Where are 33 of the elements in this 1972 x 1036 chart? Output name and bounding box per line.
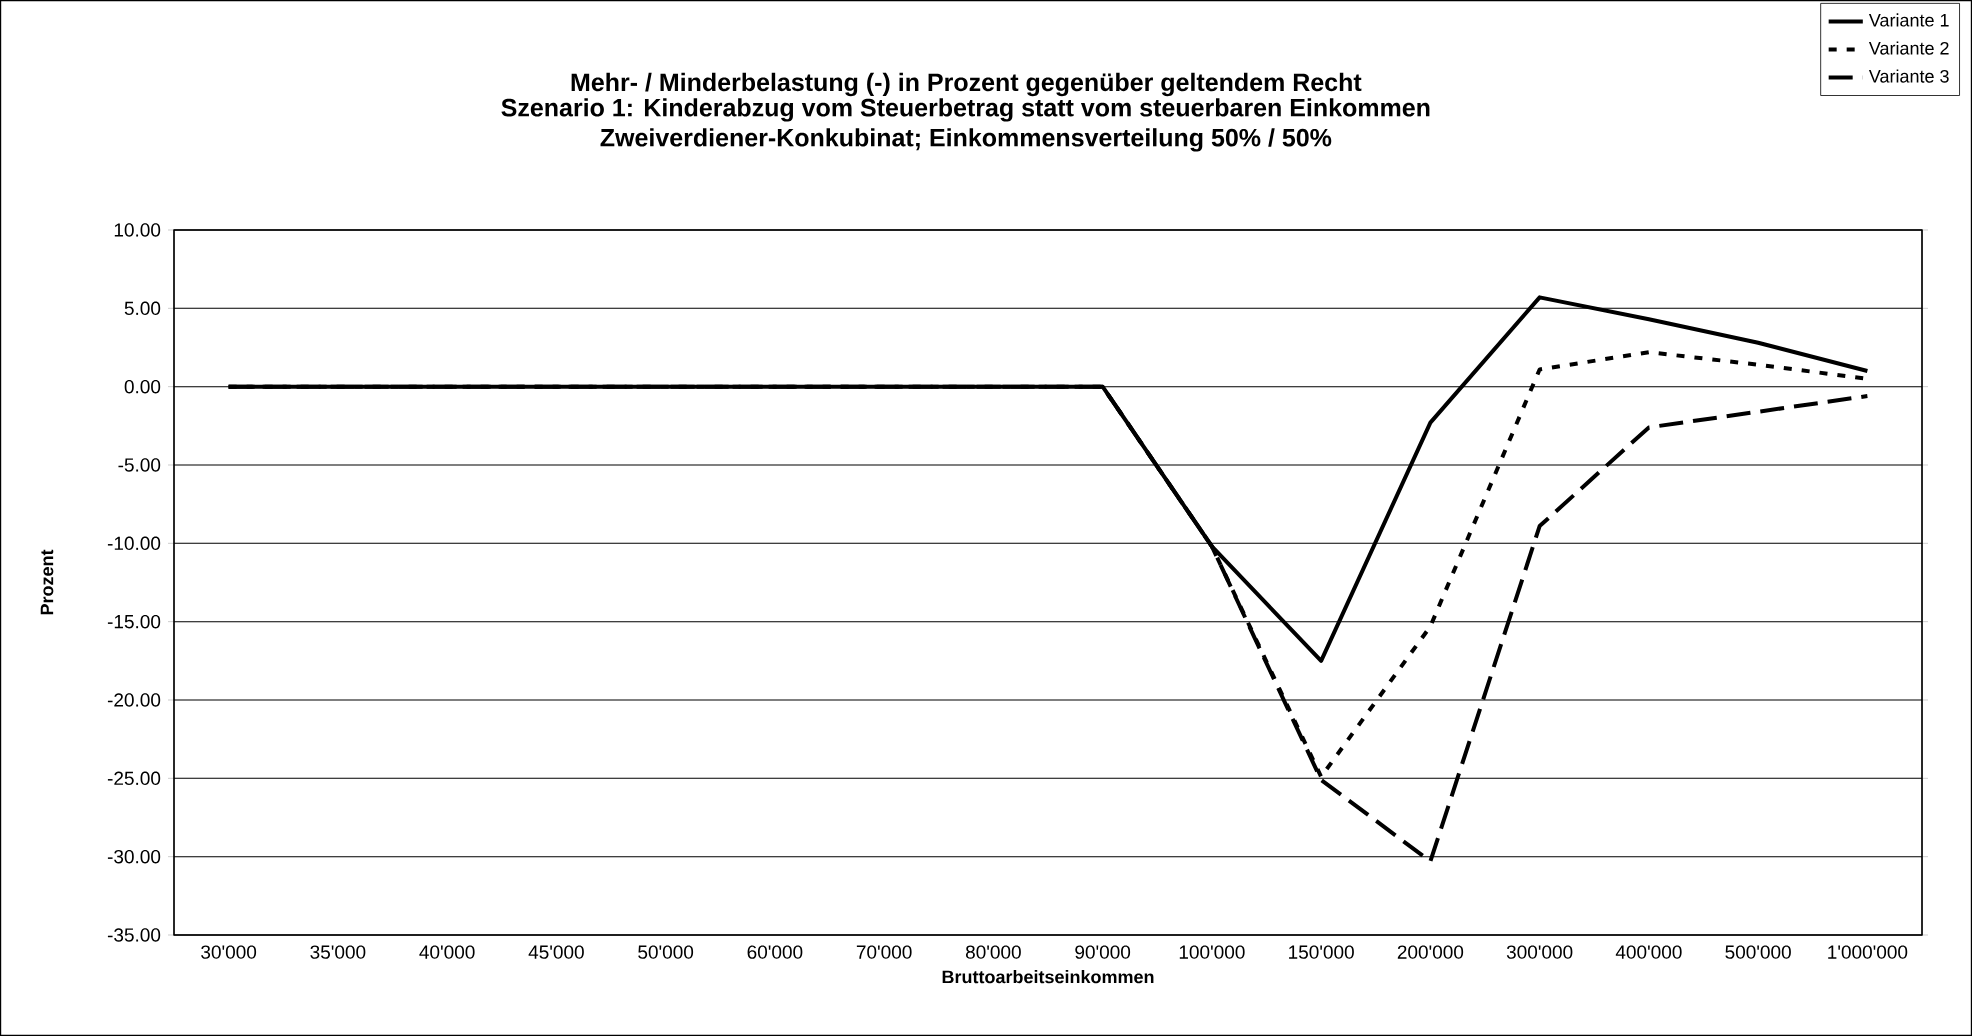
x-tick-label: 300'000	[1506, 945, 1573, 959]
y-tick-label: 0.00	[124, 379, 161, 394]
y-tick-label: -30.00	[107, 849, 161, 864]
x-tick-label: 200'000	[1397, 945, 1464, 959]
x-tick-label: 1'000'000	[1828, 945, 1908, 959]
x-tick-label: 500'000	[1725, 945, 1791, 959]
x-tick-label: 30'000	[201, 945, 257, 959]
x-tick-label: 150'000	[1289, 945, 1354, 959]
x-axis-title: Bruttoarbeitseinkommen	[942, 970, 1154, 984]
x-tick-label: 35'000	[310, 945, 366, 959]
y-tick-label: 10.00	[114, 223, 161, 237]
x-tick-label: 400'000	[1615, 945, 1682, 959]
chart-subtitle: Szenario 1: Kinderabzug vom Steuerbetrag statt vom steuerbaren Einkommen Zweiverdiener-Konkubinat; Einkommensverteilung 50% / 50%	[501, 98, 1430, 152]
y-axis-title: Prozent	[40, 549, 54, 615]
legend-label: Variante 3	[1868, 69, 1949, 83]
x-tick-label: 40'000	[419, 945, 475, 959]
x-tick-label: 45'000	[528, 945, 584, 959]
x-tick-label: 70'000	[856, 945, 912, 959]
y-tick-label: -15.00	[107, 614, 161, 629]
x-tick-label: 90'000	[1075, 945, 1131, 959]
legend-label: Variante 1	[1868, 13, 1949, 27]
x-tick-label: 50'000	[638, 945, 694, 959]
x-tick-label: 60'000	[747, 945, 803, 959]
y-tick-label: -5.00	[118, 458, 161, 472]
chart-title: Mehr- / Minderbelastung (-) in Prozent gegenüber geltendem Recht	[571, 72, 1362, 97]
y-tick-label: 5.00	[124, 301, 161, 316]
y-tick-label: -35.00	[107, 928, 161, 942]
y-tick-label: -10.00	[107, 536, 161, 551]
x-tick-label: 100'000	[1179, 945, 1245, 959]
y-tick-label: -20.00	[107, 693, 161, 707]
y-tick-label: -25.00	[107, 771, 161, 786]
legend-label: Variante 2	[1868, 41, 1949, 55]
x-tick-label: 80'000	[965, 945, 1021, 959]
